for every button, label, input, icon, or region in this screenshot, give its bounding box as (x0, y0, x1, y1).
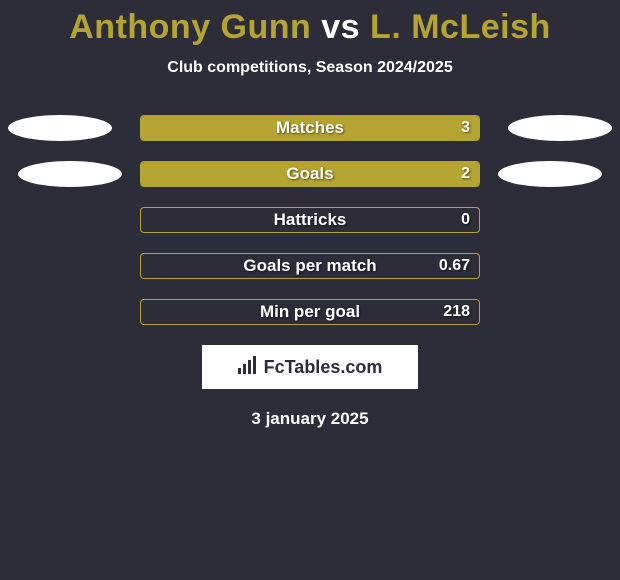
stat-label: Goals per match (243, 256, 376, 276)
stat-row-hattricks: Hattricks 0 (140, 207, 480, 233)
stat-row-goals-per-match: Goals per match 0.67 (140, 253, 480, 279)
stat-row-matches: Matches 3 (140, 115, 480, 141)
decor-ellipse-left-1 (8, 115, 112, 141)
stat-label: Matches (276, 118, 344, 138)
stat-value: 3 (461, 119, 470, 137)
stat-value: 218 (443, 303, 470, 321)
date-text: 3 january 2025 (0, 409, 620, 429)
stat-value: 0 (461, 211, 470, 229)
logo-box: FcTables.com (202, 345, 418, 389)
title-player2: L. McLeish (370, 8, 551, 46)
logo-text: FcTables.com (264, 357, 383, 378)
stats-block: Matches 3 Goals 2 Hattricks 0 Goals per … (0, 115, 620, 325)
stat-label: Min per goal (260, 302, 360, 322)
decor-ellipse-right-1 (508, 115, 612, 141)
title-player1: Anthony Gunn (69, 8, 311, 46)
stat-value: 2 (461, 165, 470, 183)
title-vs: vs (321, 8, 360, 46)
stat-label: Goals (286, 164, 333, 184)
subtitle: Club competitions, Season 2024/2025 (0, 59, 620, 77)
logo: FcTables.com (238, 356, 383, 379)
bar-chart-icon (238, 356, 260, 379)
decor-ellipse-right-2 (498, 161, 602, 187)
stat-row-min-per-goal: Min per goal 218 (140, 299, 480, 325)
stat-row-goals: Goals 2 (140, 161, 480, 187)
decor-ellipse-left-2 (18, 161, 122, 187)
page-title: Anthony Gunn vs L. McLeish (0, 8, 620, 47)
stat-value: 0.67 (439, 257, 470, 275)
stat-label: Hattricks (274, 210, 347, 230)
